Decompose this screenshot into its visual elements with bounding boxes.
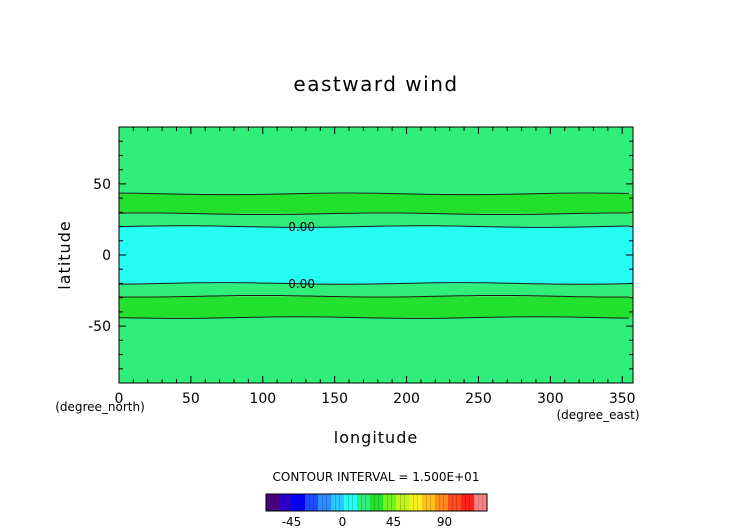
colorbar-swatch-10 (396, 494, 410, 511)
contour-line-2 (118, 282, 630, 285)
contour-line-5 (118, 192, 630, 196)
colorbar-swatch-14 (448, 494, 462, 511)
x-tick-label: 100 (249, 391, 276, 407)
colorbar-tick-label: 0 (339, 515, 347, 529)
x-axis-ticks: 0 50 100 150 200 250 300 350 (115, 127, 636, 407)
contour-label-2: 0.00 (288, 277, 315, 291)
x-tick-label: 0 (115, 391, 124, 407)
y-axis-label: latitude (55, 220, 74, 289)
y-axis-ticks: -50 0 50 (88, 126, 633, 384)
contour-lines: 0.00 0.00 (118, 192, 630, 319)
colorbar-swatch-3 (305, 494, 319, 511)
colorbar-tick-label: -45 (282, 515, 302, 529)
band-2 (119, 283, 633, 297)
colorbar: -45 0 45 90 (265, 493, 488, 529)
band-6 (119, 127, 633, 194)
colorbar-swatch-6 (344, 494, 358, 511)
y-axis-unit: (degree_north) (55, 400, 145, 414)
colorbar-swatch-0 (266, 494, 280, 511)
contour-interval-text: CONTOUR INTERVAL = 1.500E+01 (273, 470, 480, 484)
contour-line-1 (118, 294, 630, 298)
x-tick-label: 300 (537, 391, 564, 407)
colorbar-swatch-1 (279, 494, 293, 511)
x-tick-label: 200 (393, 391, 420, 407)
colorbar-frame (265, 493, 488, 512)
colorbar-swatch-13 (435, 494, 449, 511)
x-tick-label: 250 (465, 391, 492, 407)
colorbar-swatch-11 (409, 494, 423, 511)
contour-line-3 (118, 225, 630, 228)
colorbar-swatch-5 (331, 494, 345, 511)
x-tick-label: 350 (609, 391, 636, 407)
colorbar-swatch-7 (357, 494, 371, 511)
colorbar-swatch-9 (383, 494, 397, 511)
y-tick-label: 50 (93, 177, 111, 193)
colorbar-swatch-4 (318, 494, 332, 511)
band-1 (119, 296, 633, 318)
y-tick-label: -50 (88, 319, 111, 335)
chart-title: eastward wind (293, 72, 458, 96)
contour-line-0 (118, 316, 630, 319)
colorbar-tick-label: 45 (386, 515, 401, 529)
band-0 (119, 317, 633, 383)
colorbar-swatch-16 (474, 494, 488, 511)
colorbar-tick-label: 90 (437, 515, 452, 529)
colorbar-swatch-2 (292, 494, 306, 511)
x-tick-label: 50 (182, 391, 200, 407)
band-4 (119, 213, 633, 227)
contour-label-3: 0.00 (288, 220, 315, 234)
band-5 (119, 193, 633, 214)
colorbar-swatch-15 (461, 494, 475, 511)
x-tick-label: 150 (321, 391, 348, 407)
plot-bands (119, 127, 633, 383)
contour-line-4 (118, 212, 629, 216)
x-axis-unit: (degree_east) (556, 408, 639, 422)
x-axis-label: longitude (334, 428, 418, 447)
colorbar-swatch-12 (422, 494, 436, 511)
colorbar-swatch-8 (370, 494, 384, 511)
band-3 (119, 226, 633, 284)
y-tick-label: 0 (102, 248, 111, 264)
